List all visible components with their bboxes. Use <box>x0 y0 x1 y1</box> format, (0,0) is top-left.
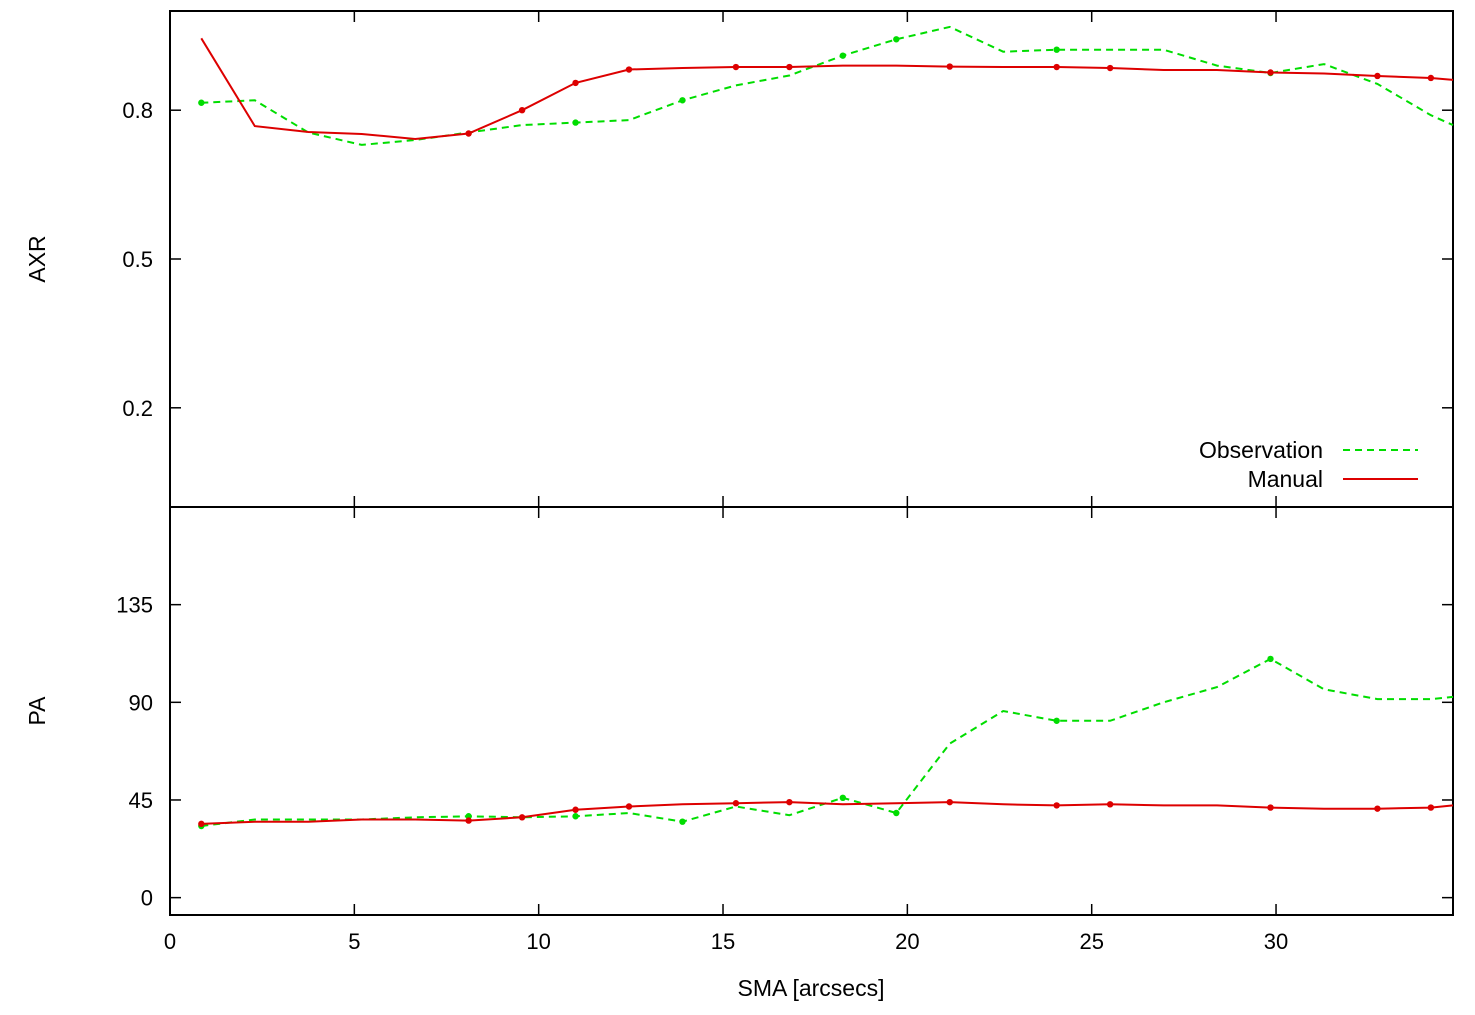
pa-observation-point <box>893 809 900 817</box>
pa-manual-point <box>625 803 633 810</box>
legend-label-manual: Manual <box>1248 466 1323 492</box>
axr-manual-point <box>1267 69 1274 76</box>
axr-manual-point <box>732 63 740 71</box>
axr-manual-point <box>465 130 472 137</box>
pa-manual-point <box>1053 802 1060 809</box>
pa-manual-line <box>201 801 1454 825</box>
pa-manual-point <box>786 798 793 806</box>
pa-xtick-label: 30 <box>1264 929 1288 954</box>
axr-manual-point <box>518 107 526 114</box>
pa-manual-point <box>1267 804 1274 811</box>
pa-ytick-label: 45 <box>129 788 153 813</box>
axr-observation-line <box>201 25 1454 146</box>
legend-label-observation: Observation <box>1199 437 1323 463</box>
pa-observation-line <box>201 657 1454 827</box>
axr-observation-point <box>839 52 847 59</box>
pa-manual-point <box>946 798 953 806</box>
pa-ytick-label: 90 <box>129 690 153 715</box>
pa-xtick-label: 10 <box>526 929 550 954</box>
axr-observation-point <box>893 36 900 43</box>
axr-observation-point <box>572 119 579 126</box>
pa-plot-frame <box>169 506 1454 916</box>
pa-manual-point <box>518 814 526 821</box>
pa-xtick-label: 15 <box>711 929 735 954</box>
pa-manual-point <box>1374 805 1381 812</box>
pa-manual-point <box>198 820 205 828</box>
pa-manual-point <box>572 806 579 813</box>
pa-observation-point <box>572 813 579 820</box>
pa-xtick-label: 25 <box>1079 929 1103 954</box>
pa-manual-point <box>732 800 740 807</box>
axr-observation-point <box>679 97 686 104</box>
pa-xtick-label: 0 <box>164 929 176 954</box>
axr-manual-line <box>200 37 1454 141</box>
axr-panel: 0.2 0.5 0.8 <box>122 10 1454 508</box>
pa-axis-title: PA <box>24 696 50 726</box>
pa-manual-point <box>465 817 472 824</box>
pa-ytick-label: 135 <box>116 593 153 618</box>
axr-ytick-label: 0.5 <box>122 247 153 272</box>
axr-manual-point <box>1106 64 1114 72</box>
legend: Observation Manual <box>1199 437 1418 492</box>
pa-xtick-label: 5 <box>348 929 360 954</box>
axr-plot-frame <box>169 10 1454 508</box>
axr-manual-point <box>572 79 579 87</box>
axr-axis-title: AXR <box>24 235 50 282</box>
sma-axis-title: SMA [arcsecs] <box>738 975 885 1001</box>
pa-ytick-label: 0 <box>141 886 153 911</box>
axr-manual-point <box>1427 74 1435 82</box>
axr-observation-point <box>1053 46 1060 53</box>
pa-manual-point <box>1106 801 1114 808</box>
pa-observation-point <box>679 818 686 825</box>
axr-observation-point <box>198 99 205 106</box>
pa-manual-point <box>1427 804 1435 811</box>
axr-ytick-label: 0.8 <box>122 98 153 123</box>
pa-observation-point <box>1053 717 1060 724</box>
axr-manual-point <box>946 63 953 70</box>
pa-panel: 0 45 90 135 0 5 10 15 20 25 30 <box>116 506 1454 954</box>
axr-manual-point <box>625 66 633 73</box>
axr-ytick-label: 0.2 <box>122 396 153 421</box>
pa-xtick-label: 20 <box>895 929 919 954</box>
axr-manual-point <box>786 63 793 71</box>
axr-manual-point <box>1374 72 1381 80</box>
pa-observation-point <box>1267 655 1274 663</box>
axr-manual-point <box>1053 63 1060 71</box>
pa-observation-point <box>839 794 847 802</box>
